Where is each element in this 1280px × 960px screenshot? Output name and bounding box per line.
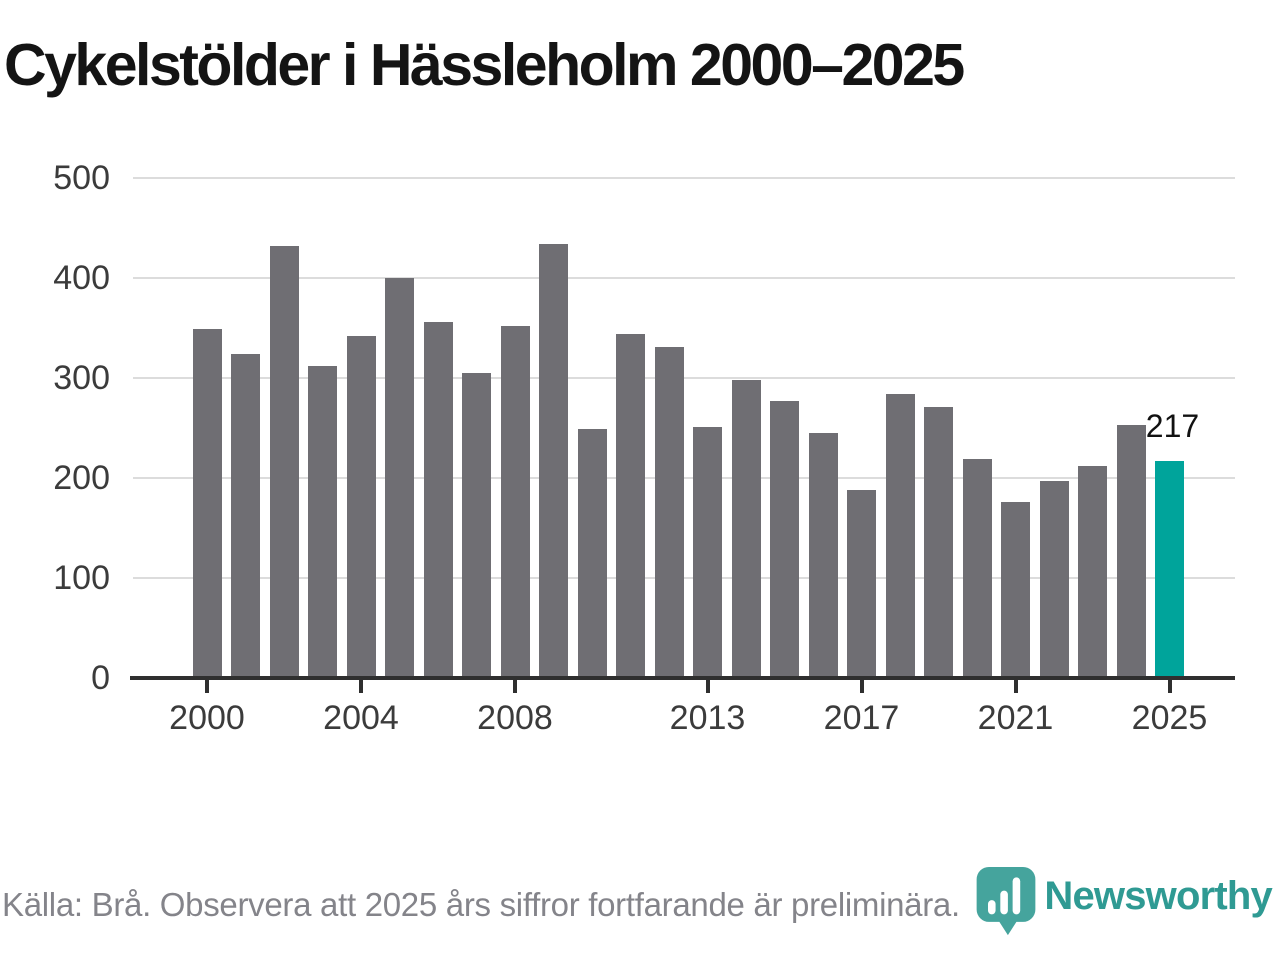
bar-2005 [385,278,414,678]
bar-2008 [500,326,530,678]
y-axis-label-500: 500 [53,159,110,197]
bar-2003 [308,366,337,678]
x-tick-2021 [1013,680,1018,693]
x-axis-label-2004: 2004 [323,699,399,737]
bar-2020 [962,459,992,678]
bar-2001 [231,354,260,678]
source-note: Källa: Brå. Observera att 2025 års siffr… [2,886,960,923]
bar-2016 [808,433,838,678]
x-tick-2004 [359,680,363,693]
bar-2011 [616,334,645,678]
gridline-400 [133,277,1235,279]
bar-2004 [346,336,376,678]
x-tick-2008 [513,680,517,693]
y-axis-label-300: 300 [53,359,110,397]
x-tick-2017 [859,680,864,693]
bar-2013 [693,427,722,678]
gridline-100 [133,577,1235,579]
bar-value-label: 217 [1145,408,1200,444]
bar-2015 [770,401,799,678]
x-tick-2000 [205,680,209,693]
logo-bar-tall [1013,877,1021,915]
bar-2006 [423,322,453,678]
y-axis-label-0: 0 [91,659,110,697]
x-axis-label-2013: 2013 [669,699,746,737]
x-axis-label-2008: 2008 [477,699,553,737]
newsworthy-wordmark: Newsworthy [1044,874,1272,918]
newsworthy-pin-icon [977,866,1036,936]
gridline-200 [133,477,1235,479]
y-axis-label-100: 100 [53,559,110,597]
gridline-300 [133,377,1235,379]
x-axis-label-2000: 2000 [169,699,245,737]
bar-2000 [192,329,222,678]
bar-2012 [654,347,684,678]
chart-title: Cykelstölder i Hässleholm 2000–2025 [4,32,965,98]
bar-2009 [539,244,568,678]
y-axis-label-200: 200 [53,459,110,497]
bar-2017 [847,490,876,678]
bar-2022 [1039,481,1069,678]
bar-2023 [1078,466,1107,678]
x-axis-line [130,676,1235,680]
bar-2002 [269,246,299,678]
y-axis-label-400: 400 [53,259,110,297]
bar-2007 [462,373,491,678]
x-tick-2025 [1167,680,1172,693]
bar-2025 [1155,461,1184,678]
bar-2024 [1116,425,1146,678]
x-axis-label-2017: 2017 [823,699,900,737]
bar-2018 [885,394,915,678]
bar-2019 [924,407,953,678]
newsworthy-logo[interactable]: Newsworthy [974,862,1273,938]
bar-2010 [577,429,607,678]
logo-bar-short [988,900,996,915]
logo-bar-medium [1000,890,1009,915]
bar-2014 [731,380,761,678]
x-axis-label-2025: 2025 [1131,699,1208,737]
x-tick-2013 [705,680,710,693]
gridline-500 [133,177,1235,179]
x-axis-label-2021: 2021 [977,699,1054,737]
bar-2021 [1001,502,1030,678]
